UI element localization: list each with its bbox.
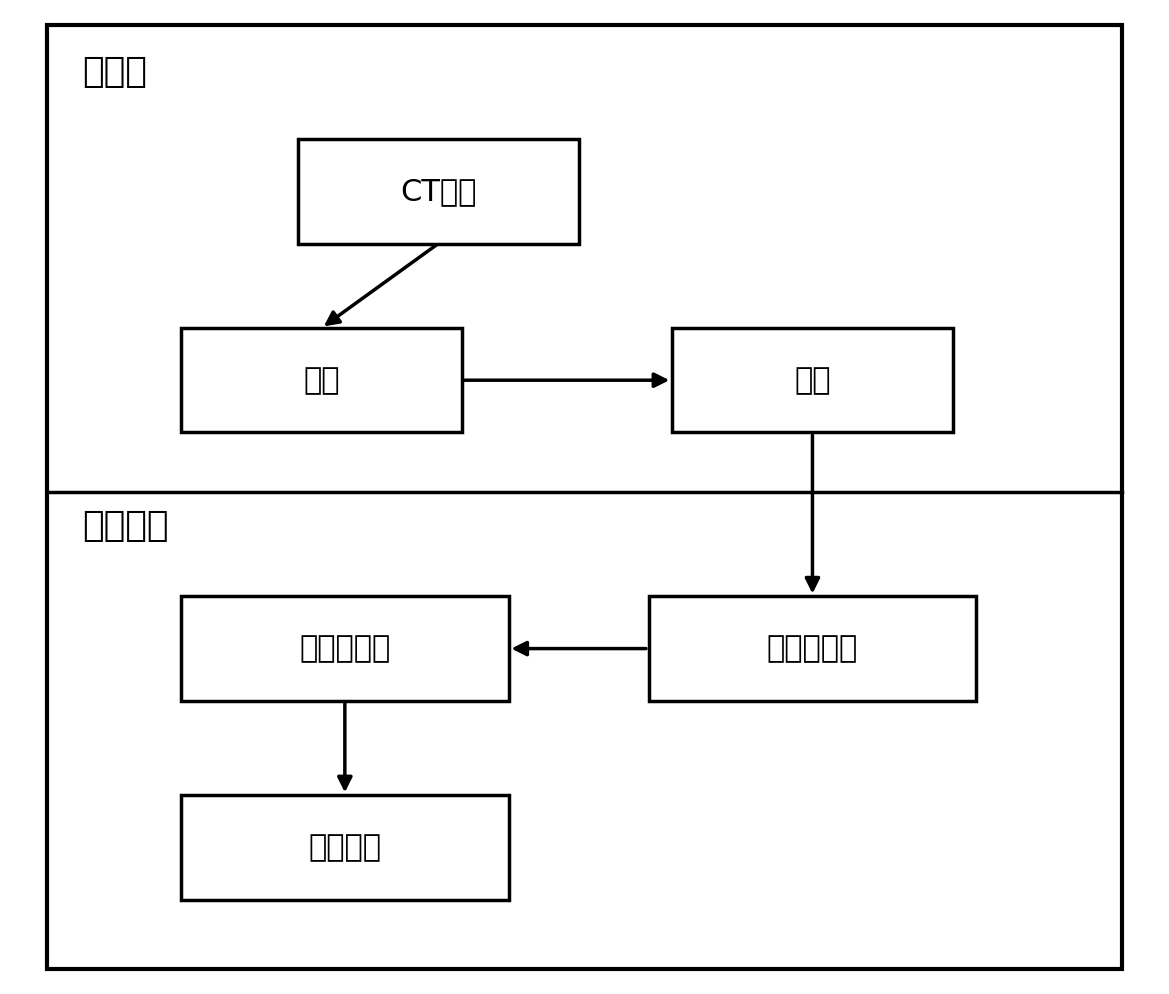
Text: 提取特征点: 提取特征点 — [767, 634, 858, 663]
Text: 模板匹配: 模板匹配 — [309, 833, 381, 862]
Bar — [649, 596, 976, 701]
Text: 预处理: 预处理 — [82, 55, 146, 88]
Bar — [181, 328, 462, 432]
Bar — [298, 139, 579, 244]
Text: 分割: 分割 — [303, 366, 340, 395]
Text: CT数据: CT数据 — [400, 177, 477, 206]
Bar — [672, 328, 953, 432]
Text: 匹配过程: 匹配过程 — [82, 509, 168, 543]
Text: 计算描述子: 计算描述子 — [299, 634, 390, 663]
Bar — [181, 795, 509, 900]
Bar — [181, 596, 509, 701]
Text: 补洞: 补洞 — [794, 366, 831, 395]
